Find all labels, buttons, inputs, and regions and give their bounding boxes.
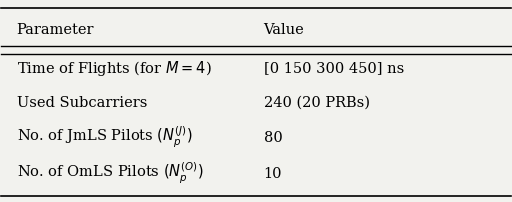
Text: Parameter: Parameter — [17, 23, 94, 37]
Text: [0 150 300 450] ns: [0 150 300 450] ns — [264, 61, 404, 75]
Text: Time of Flights (for $M = 4$): Time of Flights (for $M = 4$) — [17, 59, 211, 78]
Text: No. of JmLS Pilots $(N_p^{(J)})$: No. of JmLS Pilots $(N_p^{(J)})$ — [17, 125, 192, 150]
Text: 10: 10 — [264, 167, 282, 181]
Text: Used Subcarriers: Used Subcarriers — [17, 96, 147, 110]
Text: No. of OmLS Pilots $(N_p^{(O)})$: No. of OmLS Pilots $(N_p^{(O)})$ — [17, 161, 203, 186]
Text: 80: 80 — [264, 131, 283, 145]
Text: 240 (20 PRBs): 240 (20 PRBs) — [264, 96, 370, 110]
Text: Value: Value — [264, 23, 305, 37]
